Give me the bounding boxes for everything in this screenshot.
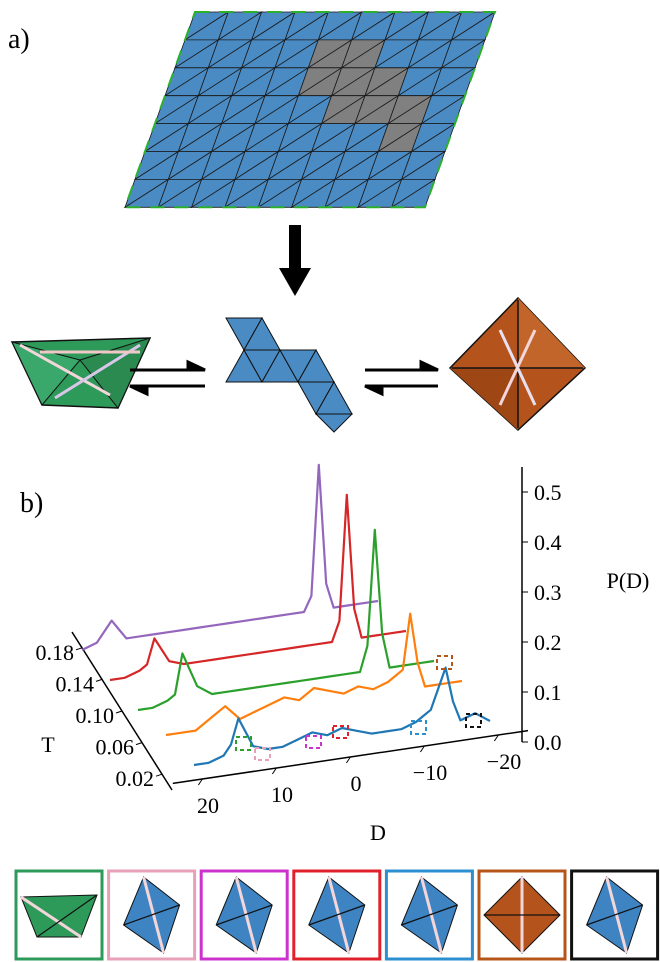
series-line — [138, 530, 434, 710]
z-tick-label: 0.1 — [534, 680, 562, 705]
x-tick-label: 0 — [351, 771, 362, 796]
x-tick-label: 10 — [271, 782, 293, 807]
figure: a) b) — [0, 0, 660, 962]
triangular-sheet — [125, 12, 495, 207]
arrow — [279, 225, 311, 296]
series-line — [82, 465, 378, 650]
waterfall-plot: 0.0 0.1 0.2 0.3 0.4 0.5 P(D) 20 10 0 −10 −20 D 0.02 0.… — [36, 465, 650, 845]
y-tick-label: 0.06 — [96, 735, 135, 760]
x-axis-label: D — [370, 820, 386, 845]
z-tick-label: 0.0 — [534, 730, 562, 755]
y-tick — [96, 679, 102, 681]
series-line — [166, 614, 462, 735]
thumbnails — [16, 871, 658, 959]
z-axis-label: P(D) — [607, 568, 650, 593]
x-tick-label: −10 — [413, 760, 447, 785]
series-line — [110, 495, 406, 680]
z-tick-label: 0.2 — [534, 630, 562, 655]
y-tick-label: 0.14 — [56, 671, 95, 696]
y-tick — [156, 774, 162, 776]
y-tick-label: 0.18 — [36, 640, 75, 665]
y-tick — [136, 743, 142, 745]
folded-shape — [12, 338, 150, 408]
panel-label: b) — [20, 488, 43, 519]
panel-label: a) — [8, 24, 30, 55]
z-tick-label: 0.3 — [534, 580, 562, 605]
x-tick-label: 20 — [197, 793, 219, 818]
octahedron — [450, 298, 585, 430]
y-tick-label: 0.02 — [116, 766, 155, 791]
x-tick-label: −20 — [487, 749, 521, 774]
y-tick — [76, 648, 82, 650]
y-axis-label: T — [41, 732, 55, 757]
y-tick-label: 0.10 — [76, 703, 115, 728]
z-tick-label: 0.5 — [534, 480, 562, 505]
y-tick — [116, 711, 122, 713]
z-tick-label: 0.4 — [534, 530, 562, 555]
net — [226, 318, 352, 432]
